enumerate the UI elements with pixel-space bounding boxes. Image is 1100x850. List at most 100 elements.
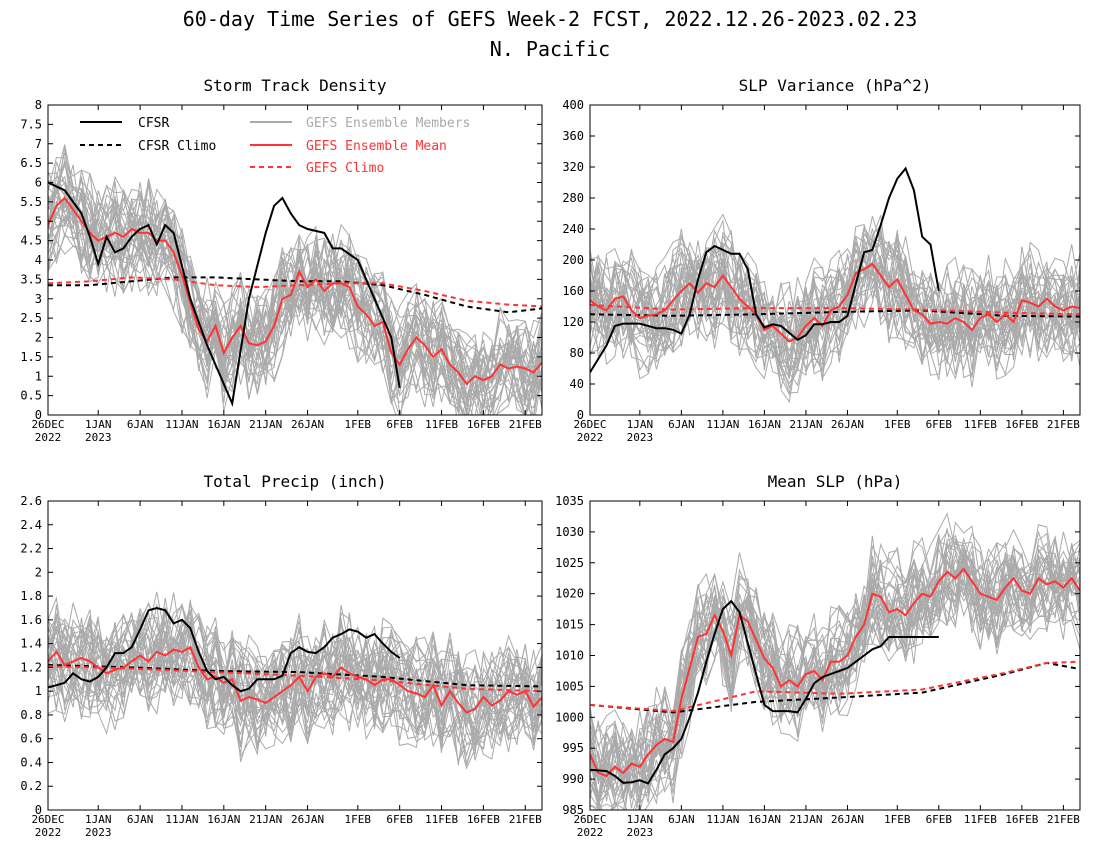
x-tick-label: 6JAN	[127, 813, 154, 826]
x-tick-label: 16FEB	[467, 418, 500, 431]
series-gefs-climo-slp-variance	[590, 303, 1080, 316]
figure-subtitle: N. Pacific	[490, 37, 610, 61]
x-tick-label: 1FEB	[884, 418, 911, 431]
y-tick-label: 0	[577, 408, 584, 422]
y-tick-label: 360	[562, 129, 584, 143]
x-tick-label: 1FEB	[345, 813, 372, 826]
x-year-label: 2023	[627, 826, 654, 839]
y-tick-label: 4	[35, 253, 42, 267]
ensemble-member-line	[48, 204, 542, 401]
x-tick-label: 1JAN	[627, 418, 654, 431]
ensemble-member-line	[590, 228, 1080, 369]
plot-frame-total-precip	[47, 500, 543, 811]
y-tick-label: 1015	[555, 618, 584, 632]
y-tick-label: 2	[35, 565, 42, 579]
x-tick-label: 16FEB	[1005, 813, 1038, 826]
legend-label-cfsr-climo: CFSR Climo	[138, 139, 216, 154]
ensemble-member-line	[48, 638, 542, 770]
series-cfsr-climo-mean-slp	[590, 661, 1080, 714]
series-gefs-climo-storm-track-density	[48, 276, 542, 308]
ensemble-members-mean-slp	[590, 512, 1080, 810]
panel-mean-slp: Mean SLP (hPa) 985 990 995 1000 1005 1010 1015 1…	[555, 472, 1081, 839]
x-tick-label: 6JAN	[127, 418, 154, 431]
x-tick-label: 16JAN	[207, 418, 240, 431]
x-tick-label: 11JAN	[165, 813, 198, 826]
x-tick-label: 11FEB	[425, 418, 458, 431]
x-tick-label: 6JAN	[668, 418, 695, 431]
panel-title-slp-variance: SLP Variance (hPa^2)	[739, 76, 932, 95]
x-tick-label: 6FEB	[386, 813, 413, 826]
x-year-label: 2022	[577, 431, 604, 444]
x-year-label: 2022	[577, 826, 604, 839]
x-tick-label: 6FEB	[926, 418, 953, 431]
y-tick-label: 280	[562, 191, 584, 205]
x-tick-label: 21JAN	[789, 418, 822, 431]
y-tick-label: 7.5	[20, 117, 42, 131]
series-gefs-ensemble-mean-mean-slp	[590, 567, 1080, 778]
ensemble-member-line	[590, 258, 1080, 404]
ensemble-member-line	[48, 611, 542, 711]
ensemble-member-line	[590, 251, 1080, 385]
y-tick-label: 2.6	[20, 494, 42, 508]
series-cfsr-slp-variance	[590, 166, 940, 373]
ensemble-member-line	[590, 547, 1080, 802]
ensemble-member-line	[590, 571, 1080, 810]
x-year-label: 2023	[85, 431, 112, 444]
ensemble-member-line	[590, 225, 1080, 364]
y-tick-label: 8	[35, 98, 42, 112]
y-tick-label: 5.5	[20, 195, 42, 209]
ensemble-member-line	[48, 238, 542, 415]
x-tick-label: 11JAN	[165, 418, 198, 431]
x-year-label: 2022	[35, 431, 62, 444]
ensemble-members-storm-track-density	[48, 144, 542, 415]
x-tick-label: 21FEB	[509, 813, 542, 826]
legend-label-gefs-climo: GEFS Climo	[306, 161, 384, 176]
y-tick-label: 1025	[555, 556, 584, 570]
y-tick-label: 1.2	[20, 660, 42, 674]
y-tick-label: 240	[562, 222, 584, 236]
x-tick-label: 16FEB	[1005, 418, 1038, 431]
y-tick-label: 200	[562, 253, 584, 267]
ensemble-member-line	[48, 187, 542, 415]
y-tick-label: 2.4	[20, 518, 42, 532]
panel-title-total-precip: Total Precip (inch)	[203, 472, 386, 491]
y-tick-label: 1030	[555, 525, 584, 539]
y-tick-label: 1005	[555, 679, 584, 693]
x-tick-label: 26DEC	[573, 813, 606, 826]
x-tick-label: 1JAN	[627, 813, 654, 826]
x-tick-label: 26JAN	[291, 418, 324, 431]
ensemble-member-line	[590, 554, 1080, 810]
panel-storm-track-density: Storm Track Density 0 0.5 1 1.5 2 2.5 3 3.5 4 4.5 5…	[20, 76, 543, 444]
series-cfsr-climo-total-precip	[48, 664, 542, 688]
x-tick-label: 26DEC	[573, 418, 606, 431]
x-tick-label: 21FEB	[509, 418, 542, 431]
x-tick-label: 21FEB	[1047, 813, 1080, 826]
x-year-label: 2022	[35, 826, 62, 839]
y-tick-label: 995	[562, 741, 584, 755]
series-gefs-ensemble-mean-slp-variance	[590, 262, 1080, 343]
y-tick-label: 1.6	[20, 613, 42, 627]
y-tick-label: 2.2	[20, 542, 42, 556]
y-tick-label: 3	[35, 292, 42, 306]
y-tick-label: 120	[562, 315, 584, 329]
series-gefs-ensemble-mean-storm-track-density	[48, 196, 542, 386]
y-tick-label: 320	[562, 160, 584, 174]
y-tick-label: 0	[35, 803, 42, 817]
y-tick-label: 5	[35, 214, 42, 228]
y-tick-label: 0	[35, 408, 42, 422]
x-tick-label: 11FEB	[964, 418, 997, 431]
x-tick-label: 11FEB	[964, 813, 997, 826]
y-tick-label: 1010	[555, 649, 584, 663]
x-year-label: 2023	[85, 826, 112, 839]
legend-label-members: GEFS Ensemble Members	[306, 116, 470, 131]
y-tick-label: 4.5	[20, 234, 42, 248]
y-tick-label: 0.6	[20, 732, 42, 746]
ensemble-member-line	[48, 631, 542, 738]
x-tick-label: 26DEC	[31, 418, 64, 431]
x-tick-label: 1JAN	[85, 418, 112, 431]
y-tick-label: 1000	[555, 710, 584, 724]
y-tick-label: 985	[562, 803, 584, 817]
x-tick-label: 6JAN	[668, 813, 695, 826]
series-gefs-climo-total-precip	[48, 665, 542, 693]
